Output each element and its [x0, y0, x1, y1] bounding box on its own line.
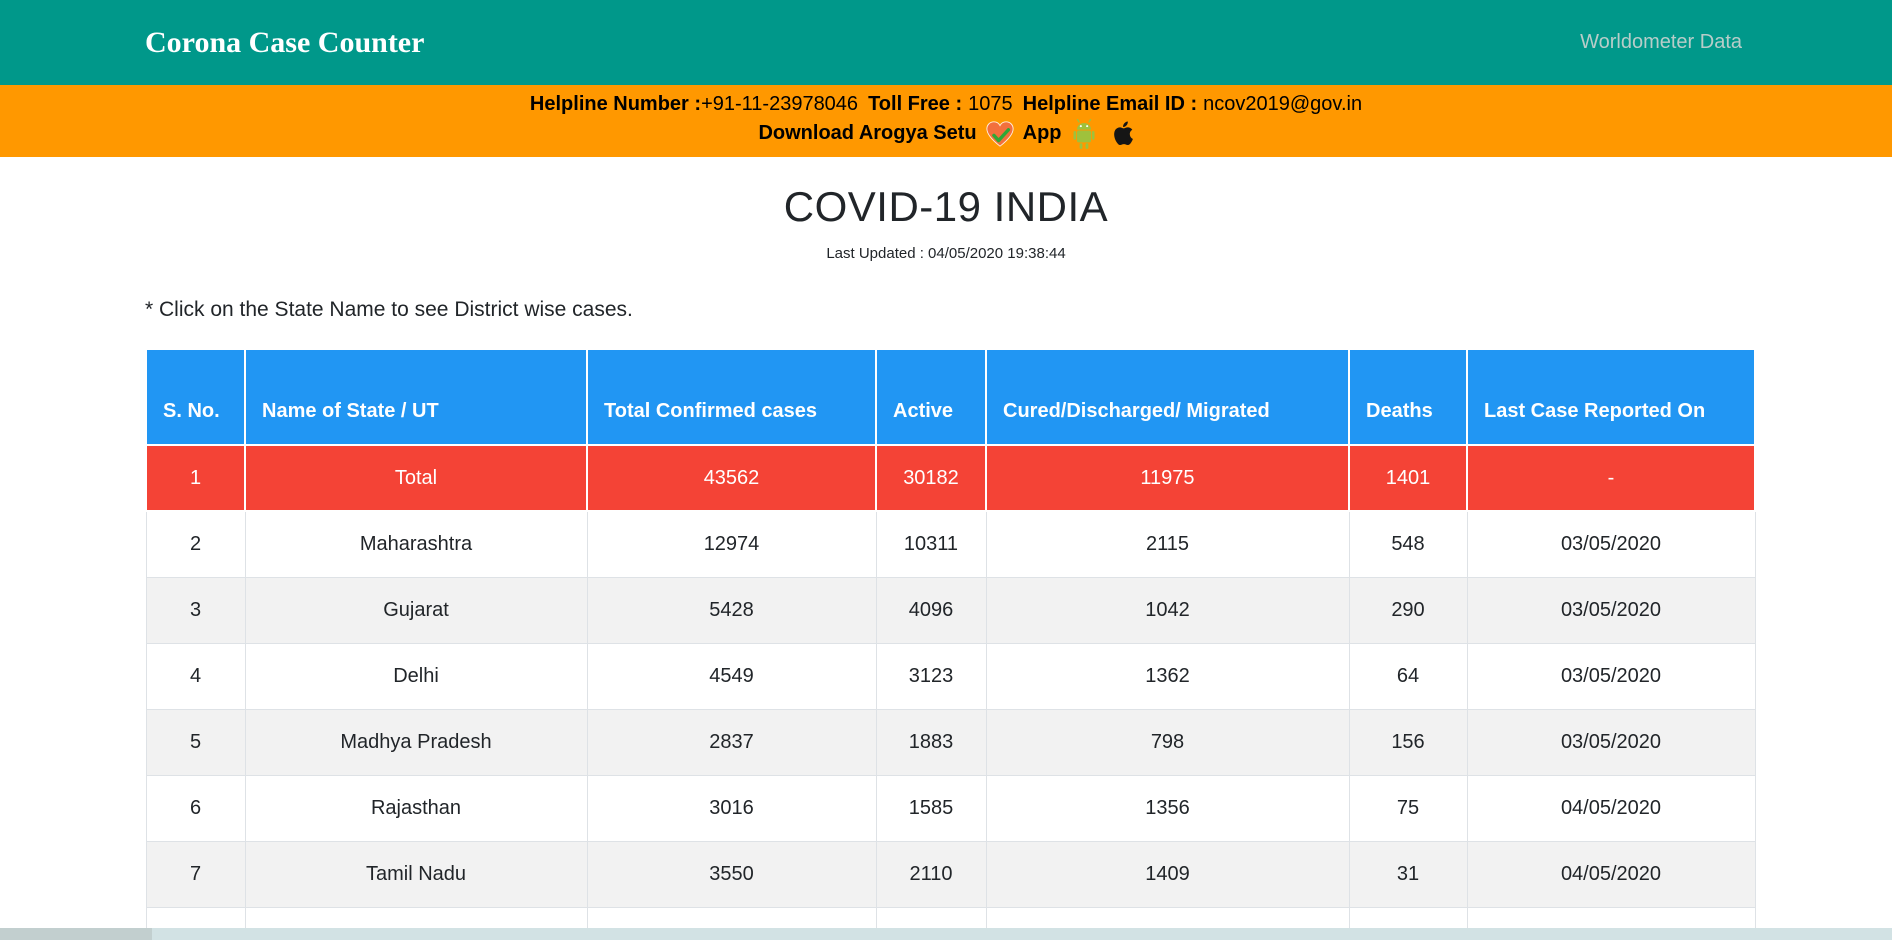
cell-active: 2110 [875, 840, 987, 908]
cell-state-name[interactable]: Gujarat [244, 576, 588, 644]
tollfree-group: Toll Free : 1075 [868, 93, 1013, 116]
cell-active: 10311 [875, 510, 987, 578]
cell-last-reported: 03/05/2020 [1466, 576, 1756, 644]
scrollbar-thumb[interactable] [0, 928, 152, 940]
column-header-sno: S. No. [145, 348, 246, 446]
cell-last-reported: 04/05/2020 [1466, 774, 1756, 842]
table-row: 1 Total 43562 30182 11975 1401 - [145, 444, 1756, 512]
cell-cured: 798 [985, 708, 1350, 776]
main-content: COVID-19 INDIA Last Updated : 04/05/2020… [0, 183, 1892, 940]
cell-cured: 1042 [985, 576, 1350, 644]
cell-active: 3123 [875, 642, 987, 710]
cell-confirmed: 12974 [586, 510, 877, 578]
horizontal-scrollbar[interactable] [0, 928, 1892, 940]
android-icon[interactable] [1070, 118, 1098, 150]
worldometer-link[interactable]: Worldometer Data [1580, 31, 1742, 53]
cell-cured: 1356 [985, 774, 1350, 842]
table-row: 4 Delhi 4549 3123 1362 64 03/05/2020 [145, 642, 1756, 710]
table-row: 3 Gujarat 5428 4096 1042 290 03/05/2020 [145, 576, 1756, 644]
cell-active: 4096 [875, 576, 987, 644]
cell-last-reported: 03/05/2020 [1466, 642, 1756, 710]
cell-active: 30182 [875, 444, 987, 512]
cell-cured: 1362 [985, 642, 1350, 710]
table-body: 1 Total 43562 30182 11975 1401 - 2 Mahar… [145, 444, 1756, 940]
cell-sno: 5 [145, 708, 246, 776]
column-header-confirmed: Total Confirmed cases [586, 348, 877, 446]
cell-deaths: 156 [1348, 708, 1468, 776]
cell-confirmed: 4549 [586, 642, 877, 710]
cell-deaths: 64 [1348, 642, 1468, 710]
column-header-state: Name of State / UT [244, 348, 588, 446]
cell-sno: 4 [145, 642, 246, 710]
cell-confirmed: 3016 [586, 774, 877, 842]
table-row: 2 Maharashtra 12974 10311 2115 548 03/05… [145, 510, 1756, 578]
cell-state-name[interactable]: Madhya Pradesh [244, 708, 588, 776]
cell-deaths: 31 [1348, 840, 1468, 908]
cell-confirmed: 2837 [586, 708, 877, 776]
cell-state-name[interactable]: Total [244, 444, 588, 512]
state-click-note: * Click on the State Name to see Distric… [145, 298, 633, 321]
arogya-setu-heart-icon [985, 119, 1015, 149]
table-row: 5 Madhya Pradesh 2837 1883 798 156 03/05… [145, 708, 1756, 776]
app-label: App [1022, 122, 1062, 144]
cell-confirmed: 43562 [586, 444, 877, 512]
column-header-cured: Cured/Discharged/ Migrated [985, 348, 1350, 446]
helpline-line1: Helpline Number : +91-11-23978046 Toll F… [530, 93, 1362, 116]
brand-title[interactable]: Corona Case Counter [145, 25, 425, 59]
apple-icon[interactable] [1106, 118, 1134, 150]
cell-state-name[interactable]: Maharashtra [244, 510, 588, 578]
cell-deaths: 548 [1348, 510, 1468, 578]
column-header-deaths: Deaths [1348, 348, 1468, 446]
table-row: 7 Tamil Nadu 3550 2110 1409 31 04/05/202… [145, 840, 1756, 908]
cell-last-reported: - [1466, 444, 1756, 512]
cell-cured: 1409 [985, 840, 1350, 908]
cell-last-reported: 03/05/2020 [1466, 510, 1756, 578]
helpline-email-group: Helpline Email ID : ncov2019@gov.in [1023, 93, 1362, 116]
helpline-number-group: Helpline Number : +91-11-23978046 [530, 93, 858, 116]
cell-last-reported: 04/05/2020 [1466, 840, 1756, 908]
column-header-last-reported: Last Case Reported On [1466, 348, 1756, 446]
helpline-number-label: Helpline Number : [529, 92, 702, 115]
cell-last-reported: 03/05/2020 [1466, 708, 1756, 776]
download-arogya-setu-label: Download Arogya Setu [758, 122, 977, 144]
covid-state-table: S. No. Name of State / UT Total Confirme… [145, 348, 1756, 940]
cell-state-name[interactable]: Delhi [244, 642, 588, 710]
cell-deaths: 75 [1348, 774, 1468, 842]
helpline-bar: Helpline Number : +91-11-23978046 Toll F… [0, 85, 1892, 157]
cell-state-name[interactable]: Tamil Nadu [244, 840, 588, 908]
cell-cured: 2115 [985, 510, 1350, 578]
download-app-line: Download Arogya Setu App [758, 118, 1133, 150]
column-header-active: Active [875, 348, 987, 446]
cell-cured: 11975 [985, 444, 1350, 512]
table-header-row: S. No. Name of State / UT Total Confirme… [145, 348, 1756, 446]
cell-sno: 7 [145, 840, 246, 908]
tollfree-value: 1075 [968, 92, 1013, 115]
cell-sno: 6 [145, 774, 246, 842]
cell-state-name[interactable]: Rajasthan [244, 774, 588, 842]
cell-deaths: 290 [1348, 576, 1468, 644]
cell-active: 1585 [875, 774, 987, 842]
helpline-email-value: ncov2019@gov.in [1203, 92, 1363, 115]
tollfree-label: Toll Free : [868, 92, 963, 115]
cell-confirmed: 5428 [586, 576, 877, 644]
top-navbar: Corona Case Counter Worldometer Data [0, 0, 1892, 85]
helpline-number-value: +91-11-23978046 [701, 92, 859, 115]
cell-active: 1883 [875, 708, 987, 776]
cell-sno: 1 [145, 444, 246, 512]
cell-sno: 2 [145, 510, 246, 578]
cell-sno: 3 [145, 576, 246, 644]
page-title: COVID-19 INDIA [783, 183, 1109, 230]
last-updated-text: Last Updated : 04/05/2020 19:38:44 [826, 245, 1066, 262]
cell-confirmed: 3550 [586, 840, 877, 908]
cell-deaths: 1401 [1348, 444, 1468, 512]
helpline-email-label: Helpline Email ID : [1022, 92, 1198, 115]
table-row: 6 Rajasthan 3016 1585 1356 75 04/05/2020 [145, 774, 1756, 842]
